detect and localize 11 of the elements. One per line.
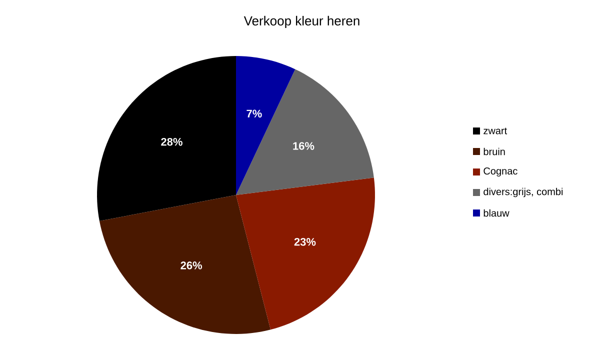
legend-label: divers:grijs, combi — [484, 188, 563, 198]
data-label: 7% — [246, 110, 262, 118]
data-label: 26% — [180, 262, 202, 270]
data-label: 16% — [293, 142, 314, 150]
legend-label: blauw — [484, 209, 510, 217]
legend-label: zwart — [484, 128, 508, 134]
chart-title: Verkoop kleur heren — [244, 16, 360, 28]
legend-label: bruin — [484, 148, 505, 156]
legend-label: Cognac — [484, 167, 518, 177]
data-label: 28% — [161, 138, 182, 146]
data-label: 23% — [294, 238, 316, 246]
